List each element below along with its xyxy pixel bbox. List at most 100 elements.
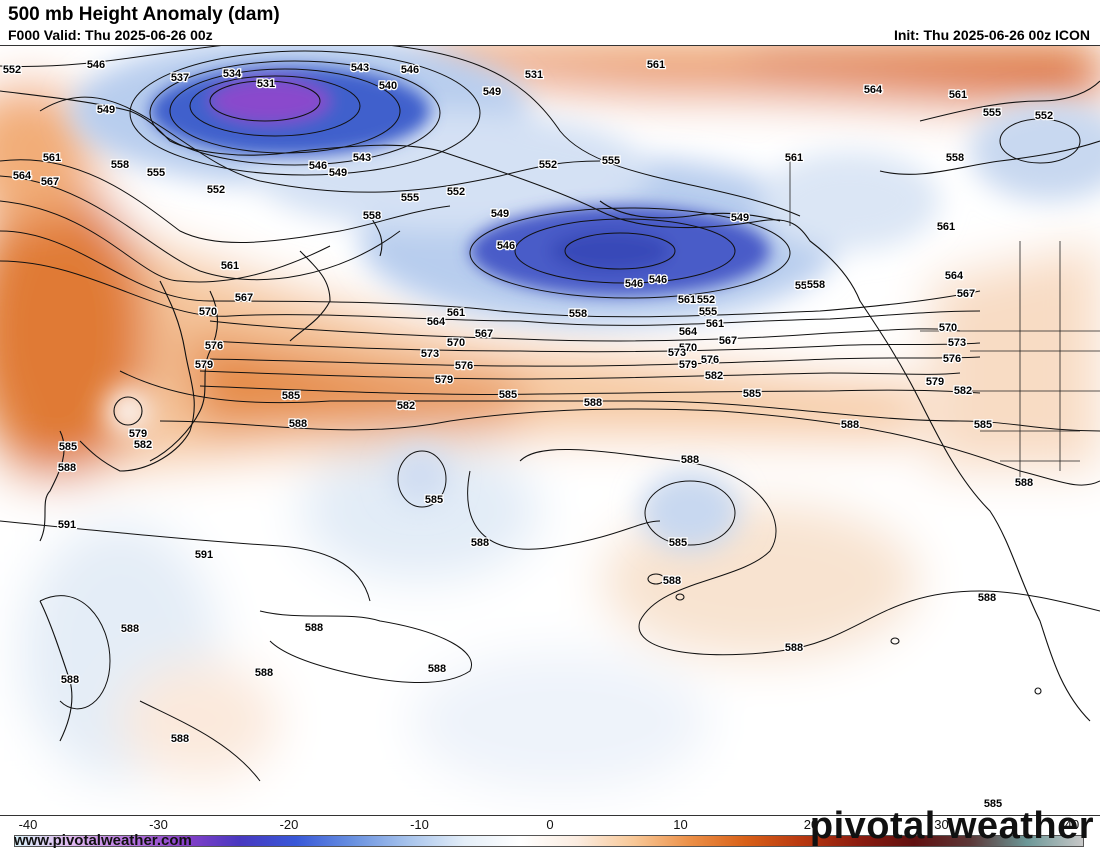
contour-label: 543	[353, 152, 371, 164]
contour-label: 585	[282, 390, 300, 402]
contour-label: 588	[978, 592, 996, 604]
contour-label: 561	[706, 318, 724, 330]
contour-label: 552	[3, 64, 21, 76]
contour-label: 558	[946, 152, 964, 164]
colorbar-tick-label: -10	[410, 817, 429, 832]
contour-label: 555	[983, 107, 1001, 119]
contour-label: 567	[235, 292, 253, 304]
contour-label: 588	[61, 674, 79, 686]
coastlines	[0, 80, 1100, 742]
contour-label: 576	[943, 353, 961, 365]
contour-label: 570	[679, 342, 697, 354]
contour-label: 555	[699, 306, 717, 318]
contour-label: 561	[647, 59, 665, 71]
website-url[interactable]: www.pivotalweather.com	[14, 832, 192, 849]
contour-label: 531	[525, 69, 543, 81]
contour-label: 546	[625, 278, 643, 290]
contour-label: 564	[13, 170, 32, 182]
contour-label: 543	[351, 62, 369, 74]
contour-label: 582	[134, 439, 152, 451]
colorbar	[14, 835, 1084, 847]
contour-label: 588	[121, 623, 139, 635]
contour-label: 588	[584, 397, 602, 409]
contour-label: 588	[305, 622, 323, 634]
contour-label: 585	[984, 798, 1002, 810]
contour-label: 588	[663, 575, 681, 587]
map-title: 500 mb Height Anomaly (dam)	[8, 4, 280, 25]
colorbar-tick-label: -20	[279, 817, 299, 832]
contour-label: 567	[41, 176, 59, 188]
contour-label: 558	[569, 308, 587, 320]
colorbar-tick-label: 10	[673, 817, 688, 832]
valid-time: F000 Valid: Thu 2025-06-26 00z	[8, 27, 213, 43]
contour-label: 546	[497, 240, 515, 252]
contour-label: 585	[669, 537, 687, 549]
colorbar-tick-label: 20	[803, 817, 819, 832]
colorbar-tick-label: 30	[934, 817, 949, 832]
contour-label: 579	[926, 376, 944, 388]
contour-label: 576	[701, 354, 719, 366]
contour-label: 540	[379, 80, 397, 92]
contour-label: 552	[1035, 110, 1053, 122]
contour-label: 573	[421, 348, 439, 360]
contour-label: 576	[205, 340, 223, 352]
political-borders	[789, 161, 1100, 481]
contour-label-group: 531 534 537 540 543 546 543 546 549 549 552 555 552 5…	[2, 58, 1055, 812]
contour-label: 579	[679, 359, 697, 371]
contour-label: 582	[397, 400, 415, 412]
contour-label: 546	[401, 64, 419, 76]
contour-label: 561	[43, 152, 61, 164]
contour-label: 582	[954, 385, 972, 397]
contour-label: 549	[483, 86, 501, 98]
contour-label: 552	[539, 159, 557, 171]
contour-label: 552	[447, 186, 465, 198]
contour-label: 588	[171, 733, 189, 745]
contour-label: 588	[1015, 477, 1033, 489]
contour-label: 552	[207, 184, 225, 196]
colorbar-ticks: -40 -30 -20 -10 0 10 20 30 40	[0, 817, 1100, 835]
contour-label: 561	[937, 221, 955, 233]
colorbar-tick-label: -30	[149, 817, 168, 832]
contour-label: 570	[939, 322, 957, 334]
contour-label: 588	[428, 663, 446, 675]
contour-label: 573	[668, 347, 686, 359]
contour-label: 588	[255, 667, 273, 679]
contour-label: 561	[949, 89, 967, 101]
contour-label: 585	[974, 419, 992, 431]
contour-label: 531	[257, 78, 275, 90]
contour-label: 585	[59, 441, 77, 453]
contour-label: 537	[171, 72, 189, 84]
contour-label: 558	[363, 210, 381, 222]
contour-label: 567	[719, 335, 737, 347]
contour-label: 564	[427, 316, 446, 328]
contour-label: 588	[58, 462, 76, 474]
contour-label: 567	[475, 328, 493, 340]
contour-label: 585	[743, 388, 761, 400]
contour-label: 549	[491, 208, 509, 220]
contour-label: 549	[97, 104, 115, 116]
contour-label: 558	[795, 280, 813, 292]
contour-label: 579	[129, 428, 147, 440]
contour-label: 591	[195, 549, 213, 561]
contour-label: 561	[447, 307, 465, 319]
contour-label: 576	[455, 360, 473, 372]
init-time: Init: Thu 2025-06-26 00z ICON	[893, 27, 1090, 43]
contour-label: 561	[221, 260, 239, 272]
colorbar-tick-label: -40	[18, 817, 38, 832]
contour-label: 570	[447, 337, 465, 349]
contour-label: 573	[948, 337, 966, 349]
colorbar-tick-label: 0	[546, 817, 554, 832]
contour-label: 555	[147, 167, 165, 179]
pivotal-weather-logo: pivotal weather	[809, 805, 1094, 847]
contour-label: 579	[195, 359, 213, 371]
contour-label: 570	[199, 306, 217, 318]
contour-label: 534	[223, 68, 242, 80]
contour-label: 582	[705, 370, 723, 382]
map-canvas: 531 534 537 540 543 546 543 546 549 549 552 555 552 5…	[0, 46, 1100, 815]
contour-label: 564	[864, 84, 883, 96]
contour-label: 558	[111, 159, 129, 171]
height-contours	[0, 46, 1100, 782]
contour-label: 561	[785, 152, 803, 164]
contour-label: 555	[602, 155, 620, 167]
contour-label: 555	[401, 192, 419, 204]
